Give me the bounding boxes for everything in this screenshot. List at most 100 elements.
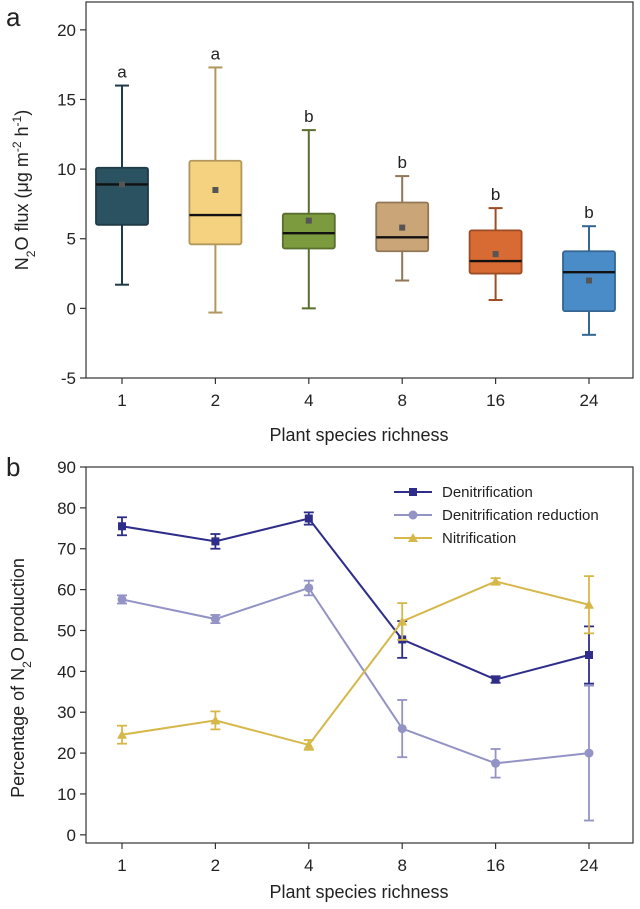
panel-b-legend: Denitrification Denitrification reduction…: [394, 484, 599, 547]
y-tick-label-b: 20: [57, 744, 76, 763]
y-tick-label-a: 0: [67, 299, 76, 318]
panel-a-x-axis-title: Plant species richness: [269, 425, 448, 445]
ylabel-b-sub: 2: [20, 661, 34, 668]
x-tick-label-b: 1: [117, 856, 126, 875]
series-marker: [408, 510, 418, 520]
series-marker: [585, 651, 593, 659]
x-tick-label-b: 4: [304, 856, 313, 875]
ylabel-a-h: h: [12, 126, 32, 141]
box-2: a: [188, 44, 243, 314]
panel-b-plot-frame: [85, 466, 634, 844]
series-nitrification: [117, 575, 594, 751]
series-marker: [210, 614, 220, 624]
panel-b-y-axis-title: Percentage of N2O production: [8, 558, 34, 798]
y-tick-label-b: 90: [57, 458, 76, 477]
series-marker: [118, 522, 126, 531]
box-24: b: [562, 203, 616, 336]
y-tick-label-b: 70: [57, 540, 76, 559]
ylabel-a-close: ): [12, 110, 32, 116]
panel-b-series: [117, 511, 594, 822]
x-tick-label-b: 24: [580, 856, 599, 875]
legend-item: Denitrification reduction: [394, 507, 599, 524]
panel-a-boxes: a a b b b b: [95, 44, 616, 336]
series-marker: [397, 616, 408, 626]
series-marker: [584, 748, 594, 758]
ylabel-a-sup-m: -2: [10, 141, 24, 152]
x-tick-label-a: 2: [211, 391, 220, 410]
significance-letter: b: [397, 153, 406, 172]
legend-label: Denitrification: [442, 484, 533, 501]
box-iqr: [95, 166, 149, 226]
series-marker: [304, 583, 314, 593]
mean-marker: [305, 217, 312, 224]
panel-a-letter: a: [6, 2, 21, 32]
y-tick-label-b: 80: [57, 499, 76, 518]
panel-b-x-axis: 1 2 4 8 16 24: [117, 843, 598, 875]
legend-label: Nitrification: [442, 530, 516, 547]
series-marker: [490, 576, 501, 586]
ylabel-b-pre: Percentage of N: [8, 668, 28, 798]
mean-marker: [119, 181, 125, 188]
y-tick-label-a: 10: [57, 160, 76, 179]
significance-letter: a: [117, 63, 127, 82]
ylabel-a-oflux: O flux (μg m: [12, 152, 32, 250]
box-8: b: [375, 153, 430, 282]
ylabel-a-n: N: [12, 257, 32, 270]
y-tick-label-b: 30: [57, 703, 76, 722]
panel-a-plot-frame: [85, 1, 634, 379]
mean-marker: [492, 251, 499, 258]
x-tick-label-a: 4: [304, 391, 313, 410]
series-marker: [211, 537, 220, 546]
panel-a-y-axis-title: N2O flux (μg m-2 h-1): [10, 110, 38, 270]
box-1: a: [95, 63, 149, 286]
series-marker: [303, 739, 314, 749]
y-tick-label-b: 0: [67, 826, 76, 845]
y-tick-label-b: 60: [57, 581, 76, 600]
ylabel-b-post: O production: [8, 558, 28, 661]
x-tick-label-a: 24: [580, 391, 599, 410]
series-line: [121, 586, 590, 765]
panel-b-letter: b: [6, 452, 20, 482]
legend-label: Denitrification reduction: [442, 507, 599, 524]
box-16: b: [468, 185, 523, 302]
significance-letter: b: [584, 203, 593, 222]
y-tick-label-b: 50: [57, 621, 76, 640]
panel-b-x-axis-title: Plant species richness: [269, 882, 448, 902]
x-tick-label-a: 16: [486, 391, 505, 410]
panel-a-x-axis: 1 2 4 8 16 24: [117, 378, 598, 410]
series-marker: [117, 729, 127, 739]
series-denitrification-reduction: [117, 579, 594, 822]
series-marker: [409, 488, 417, 496]
mean-marker: [399, 224, 406, 231]
series-marker: [304, 514, 313, 523]
mean-marker: [212, 187, 219, 193]
box-iqr: [188, 159, 243, 246]
panel-a-y-axis: -5 0 5 10 15 20: [57, 21, 86, 388]
series-marker: [397, 724, 407, 734]
legend-item: Nitrification: [394, 530, 516, 547]
series-marker: [408, 533, 418, 542]
x-tick-label-b: 16: [486, 856, 505, 875]
x-tick-label-a: 8: [397, 391, 406, 410]
y-tick-label-a: 5: [67, 230, 76, 249]
significance-letter: b: [304, 107, 313, 126]
y-tick-label-b: 10: [57, 785, 76, 804]
series-marker: [210, 715, 221, 725]
x-tick-label-a: 1: [117, 391, 126, 410]
x-tick-label-b: 2: [211, 856, 220, 875]
series-marker: [491, 675, 500, 684]
mean-marker: [586, 277, 592, 284]
series-line: [121, 580, 590, 747]
panel-b-y-axis: 0 10 20 30 40 50 60 70 80 90: [57, 458, 86, 845]
y-tick-label-a: 20: [57, 21, 76, 40]
legend-item: Denitrification: [394, 484, 533, 501]
box-4: b: [281, 107, 336, 310]
y-tick-label-a: -5: [61, 369, 76, 388]
series-marker: [491, 758, 501, 768]
series-marker: [117, 594, 127, 604]
series-marker: [584, 599, 594, 609]
ylabel-a-sup-h: -1: [10, 115, 24, 126]
